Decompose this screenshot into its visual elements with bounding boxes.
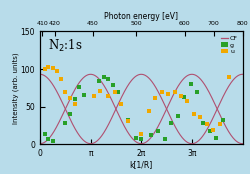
Point — [63, 91, 67, 94]
Text: N$_2$:1s: N$_2$:1s — [48, 38, 83, 54]
Point — [42, 68, 46, 70]
Point — [126, 118, 130, 121]
Point — [149, 133, 153, 136]
Point — [195, 90, 199, 93]
Point — [98, 89, 102, 92]
Y-axis label: Intensity (arb. units): Intensity (arb. units) — [13, 52, 19, 124]
Point — [111, 84, 115, 86]
Point — [205, 123, 209, 125]
Point — [120, 102, 124, 105]
Point — [201, 122, 205, 125]
Point — [46, 65, 50, 68]
Point — [172, 91, 176, 94]
Point — [126, 120, 130, 122]
Point — [214, 137, 218, 140]
Point — [163, 138, 167, 141]
Point — [189, 83, 193, 85]
Point — [42, 132, 46, 135]
Point — [97, 80, 101, 82]
Point — [50, 140, 54, 143]
Point — [208, 129, 212, 132]
Point — [46, 138, 50, 141]
Point — [55, 70, 59, 73]
Point — [102, 75, 106, 78]
Point — [179, 95, 183, 98]
Point — [182, 96, 186, 98]
Point — [59, 77, 63, 80]
Point — [153, 97, 157, 100]
X-axis label: k[1/R]: k[1/R] — [130, 160, 153, 169]
Point — [221, 118, 225, 121]
Point — [106, 95, 110, 98]
Point — [227, 76, 231, 79]
Point — [68, 97, 72, 100]
Point — [218, 123, 222, 125]
Point — [106, 77, 110, 80]
Point — [113, 91, 117, 94]
Point — [169, 122, 173, 125]
Point — [139, 138, 143, 141]
Point — [139, 132, 143, 135]
Point — [73, 98, 77, 101]
Point — [92, 95, 96, 98]
Point — [198, 115, 202, 118]
Point — [50, 66, 54, 69]
Point — [63, 122, 67, 125]
Point — [116, 91, 120, 94]
Point — [192, 112, 196, 115]
Point — [73, 102, 77, 105]
Point — [147, 110, 151, 113]
Point — [134, 137, 138, 140]
Point — [78, 86, 82, 89]
Legend: CF, g, u: CF, g, u — [220, 34, 240, 56]
Point — [82, 93, 86, 96]
Point — [186, 100, 190, 103]
Point — [68, 113, 72, 116]
Point — [166, 93, 170, 95]
Point — [211, 129, 215, 132]
Point — [156, 129, 160, 132]
Point — [160, 91, 164, 94]
Point — [176, 114, 180, 117]
X-axis label: Photon energy [eV]: Photon energy [eV] — [104, 12, 178, 21]
